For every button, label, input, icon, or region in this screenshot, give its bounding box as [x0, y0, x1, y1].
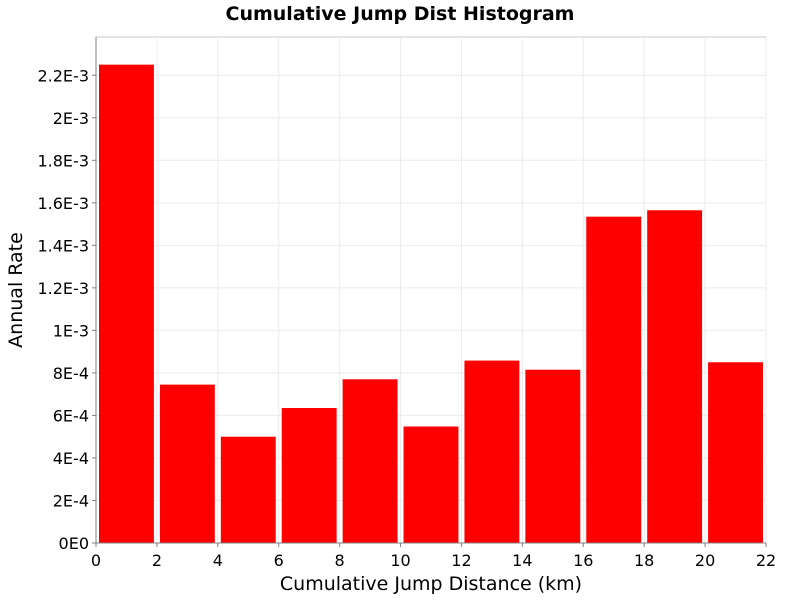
x-tick-label: 0 [91, 551, 101, 570]
y-tick-label: 2.2E-3 [37, 66, 89, 85]
x-tick-label: 8 [335, 551, 345, 570]
x-tick-label: 4 [213, 551, 223, 570]
histogram-bar-6 [403, 426, 459, 543]
axes-group [92, 37, 767, 547]
bars-group [99, 64, 763, 544]
y-tick-label: 1.8E-3 [37, 151, 89, 170]
x-tick-label: 6 [274, 551, 284, 570]
histogram-bar-7 [464, 360, 520, 543]
x-tick-label: 18 [634, 551, 654, 570]
histogram-bar-2 [159, 384, 215, 543]
y-tick-label: 6E-4 [53, 406, 89, 425]
y-tick-label: 8E-4 [53, 364, 89, 383]
histogram-bar-4 [281, 407, 337, 543]
chart-title: Cumulative Jump Dist Histogram [226, 3, 575, 25]
y-tick-label: 0E0 [59, 534, 89, 553]
y-tick-label: 1.6E-3 [37, 194, 89, 213]
histogram-bar-3 [220, 436, 276, 543]
y-tick-label: 1.2E-3 [37, 279, 89, 298]
x-tick-label: 2 [152, 551, 162, 570]
histogram-bar-5 [342, 379, 398, 543]
x-tick-label: 22 [756, 551, 776, 570]
histogram-bar-11 [708, 362, 763, 543]
y-tick-label: 2E-4 [53, 491, 89, 510]
histogram-bar-10 [647, 210, 703, 543]
histogram-bar-8 [525, 369, 581, 543]
y-tick-label: 4E-4 [53, 449, 89, 468]
y-tick-label: 1.4E-3 [37, 236, 89, 255]
y-tick-labels: 0E0 2E-4 4E-4 6E-4 8E-4 1E-3 1.2E-3 1.4E-3 1.6E-… [37, 66, 89, 553]
x-tick-label: 16 [573, 551, 593, 570]
x-axis-label: Cumulative Jump Distance (km) [280, 573, 582, 595]
x-tick-label: 20 [695, 551, 715, 570]
histogram-bar-1 [99, 64, 154, 543]
y-tick-label: 1E-3 [53, 321, 89, 340]
x-tick-label: 14 [512, 551, 532, 570]
histogram-bar-9 [586, 216, 642, 544]
y-tick-label: 2E-3 [53, 109, 89, 128]
x-tick-label: 12 [451, 551, 471, 570]
y-axis-label: Annual Rate [5, 232, 27, 348]
x-tick-labels: 0 2 4 6 8 10 12 14 16 18 20 22 [91, 551, 776, 570]
x-tick-label: 10 [390, 551, 410, 570]
